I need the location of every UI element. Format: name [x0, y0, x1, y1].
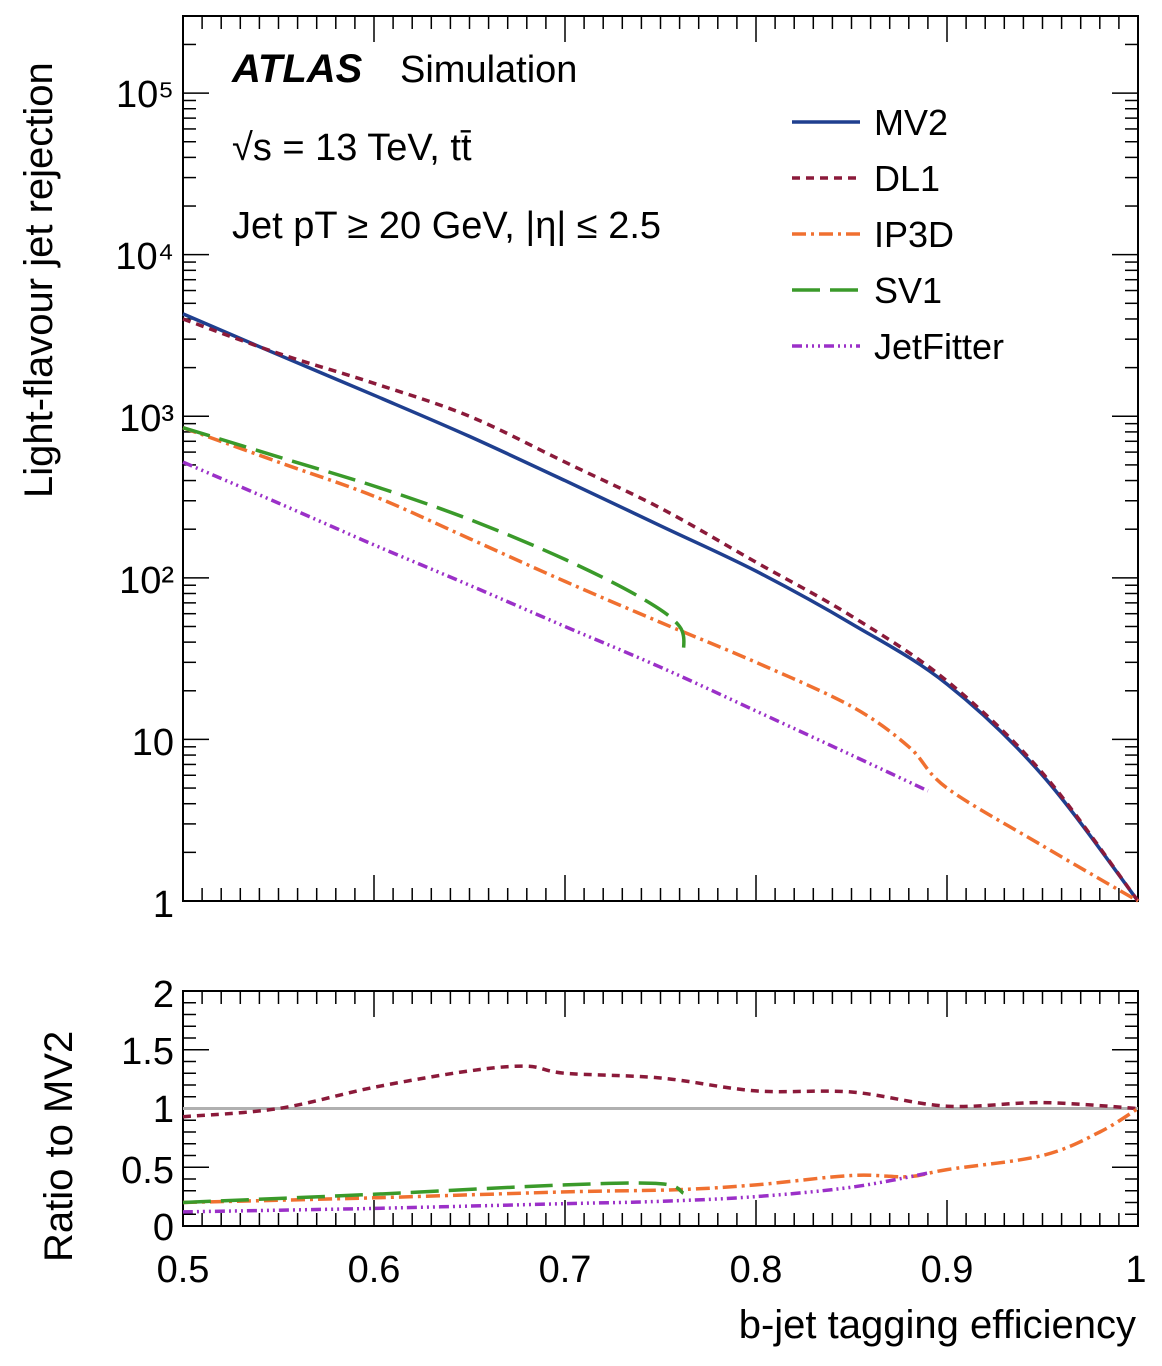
ratio-y-tick-2: 2 [153, 974, 174, 1016]
x-tick-labels: 0.5 0.6 0.7 0.8 0.9 1 [157, 1249, 1147, 1291]
ratio-y-tick-1.5: 1.5 [121, 1031, 174, 1073]
main-y-axis-title: Light-flavour jet rejection [17, 62, 61, 498]
main-axis-ticks [182, 15, 1139, 902]
main-series-mv2 [182, 312, 1140, 903]
ratio-series-ip3d [182, 1107, 1139, 1205]
main-series-ip3d [182, 426, 1139, 903]
x-tick-0.5: 0.5 [157, 1249, 210, 1291]
y-tick-label-10000: 10⁴ [115, 236, 174, 278]
x-tick-0.7: 0.7 [539, 1249, 592, 1291]
ratio-series-jetfitter [182, 1171, 929, 1214]
y-tick-label-1: 1 [153, 884, 174, 926]
x-tick-0.6: 0.6 [348, 1249, 401, 1291]
x-tick-0.9: 0.9 [921, 1249, 974, 1291]
cuts-label: Jet pT ≥ 20 GeV, |η| ≤ 2.5 [232, 205, 661, 247]
ratio-y-tick-0: 0 [153, 1207, 174, 1249]
ratio-y-tick-1: 1 [153, 1089, 174, 1131]
x-axis-title: b-jet tagging efficiency [739, 1303, 1136, 1347]
y-tick-label-1000: 10³ [119, 398, 174, 440]
simulation-label: Simulation [400, 49, 577, 91]
main-series-dl1 [182, 317, 1140, 903]
ratio-series-sv1 [182, 1181, 685, 1205]
legend-label-ip3d: IP3D [874, 214, 954, 255]
ratio-y-tick-0.5: 0.5 [121, 1150, 174, 1192]
ratio-series-dl1 [182, 1064, 1139, 1119]
main-series-sv1 [182, 426, 686, 654]
main-series-group [182, 312, 1140, 903]
legend-label-sv1: SV1 [874, 270, 942, 311]
main-y-tick-labels: 1 10 10² 10³ 10⁴ 10⁵ [115, 74, 174, 926]
main-series-jetfitter [182, 460, 929, 793]
x-tick-1: 1 [1125, 1249, 1146, 1291]
y-tick-label-100000: 10⁵ [116, 74, 174, 116]
x-tick-0.8: 0.8 [730, 1249, 783, 1291]
ratio-series-group [182, 1064, 1139, 1214]
legend-label-dl1: DL1 [874, 158, 940, 199]
ratio-y-axis-title: Ratio to MV2 [37, 1031, 81, 1262]
legend-label-mv2: MV2 [874, 102, 948, 143]
y-tick-label-10: 10 [132, 722, 174, 764]
ratio-y-tick-labels: 0 0.5 1 1.5 2 [121, 974, 174, 1249]
y-tick-label-100: 10² [119, 560, 174, 602]
legend-label-jetfitter: JetFitter [874, 326, 1004, 367]
ratio-axis-ticks [182, 990, 1139, 1227]
atlas-label: ATLAS [231, 47, 363, 91]
legend: MV2 DL1 IP3D SV1 JetFitter [792, 102, 1004, 367]
energy-label: √s = 13 TeV, tt̄ [232, 127, 472, 169]
